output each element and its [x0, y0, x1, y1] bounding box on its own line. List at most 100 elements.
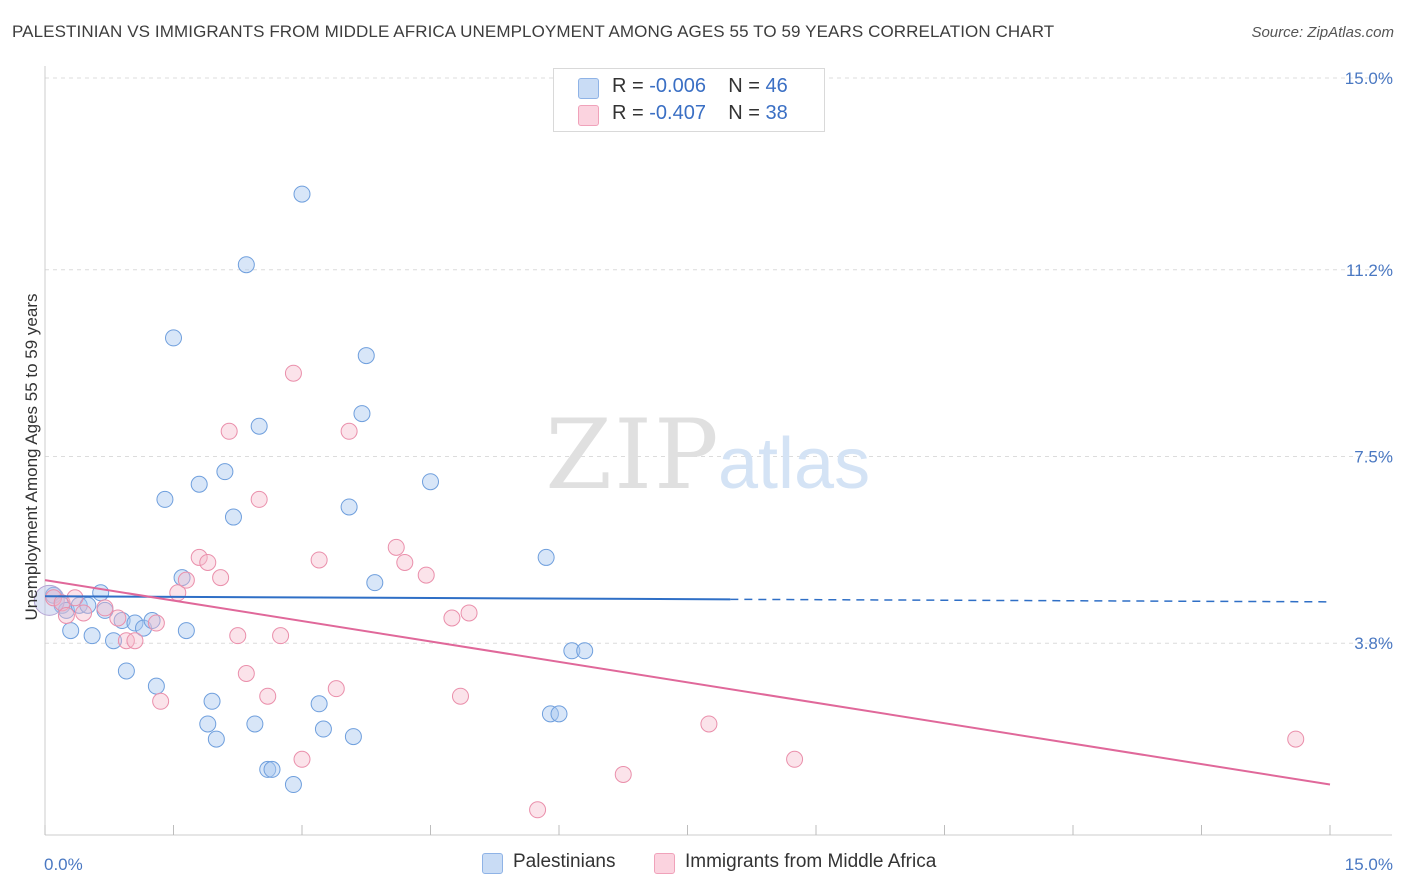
data-point: [117, 662, 135, 680]
data-point: [147, 677, 165, 695]
data-point: [190, 475, 208, 493]
data-point: [417, 566, 435, 584]
trend-line-extension: [730, 598, 1331, 603]
n-value: 38: [765, 102, 788, 124]
data-point: [126, 632, 144, 650]
data-point: [786, 750, 804, 768]
palestinians-swatch: [578, 78, 599, 99]
data-point: [460, 604, 478, 622]
y-tick-label: 3.8%: [1354, 634, 1393, 653]
data-point: [293, 185, 311, 203]
data-point: [147, 614, 165, 632]
data-point: [250, 417, 268, 435]
data-point: [105, 632, 123, 650]
data-point: [529, 801, 547, 819]
data-point: [451, 687, 469, 705]
data-point: [700, 715, 718, 733]
data-point: [259, 760, 277, 778]
data-point: [75, 604, 93, 622]
legend-label: Immigrants from Middle Africa: [685, 851, 937, 872]
legend-label: Palestinians: [513, 851, 616, 872]
y-tick-label: 7.5%: [1354, 448, 1393, 467]
middle-africa-legend-swatch: [654, 853, 675, 874]
data-point: [66, 589, 84, 607]
data-point: [576, 642, 594, 660]
data-point: [246, 715, 264, 733]
grid-lines: [45, 77, 1392, 644]
r-value: -0.006: [649, 75, 706, 97]
data-point: [422, 473, 439, 491]
data-point: [396, 553, 414, 571]
data-point: [156, 490, 174, 508]
data-point: [199, 715, 217, 733]
watermark: ZIP atlas: [545, 399, 870, 511]
data-point: [357, 347, 375, 365]
series-middle-africa: [45, 364, 1305, 819]
x-tick-labels: 0.0% 15.0%: [44, 855, 1393, 874]
y-tick-labels: 3.8% 7.5% 11.2% 15.0%: [1345, 69, 1393, 653]
data-point: [45, 589, 63, 607]
data-point: [109, 609, 127, 627]
source-label: Source: ZipAtlas.com: [1251, 24, 1394, 41]
r-label: R =: [612, 102, 644, 124]
data-point: [443, 609, 461, 627]
data-point: [177, 571, 195, 589]
data-point: [1287, 730, 1305, 748]
data-point: [199, 553, 217, 571]
data-point: [220, 422, 238, 440]
data-point: [340, 498, 358, 516]
data-point: [117, 632, 135, 650]
data-point: [83, 627, 101, 645]
y-axis-title: Unemployment Among Ages 55 to 59 years: [22, 294, 41, 621]
data-point: [284, 364, 302, 382]
data-point: [33, 584, 65, 616]
data-point: [216, 463, 234, 481]
palestinians-legend-swatch: [482, 853, 503, 874]
data-point: [327, 680, 345, 698]
trend-lines: [44, 579, 1331, 786]
watermark-zip: ZIP: [545, 399, 720, 511]
data-point: [284, 776, 302, 794]
data-point: [165, 329, 182, 347]
data-point: [53, 594, 71, 612]
series-points: [33, 185, 1305, 819]
chart-title: PALESTINIAN VS IMMIGRANTS FROM MIDDLE AF…: [12, 22, 1055, 41]
y-tick-label: 15.0%: [1345, 69, 1393, 88]
n-label: N =: [728, 75, 760, 97]
trend-line: [44, 595, 731, 601]
data-point: [57, 606, 75, 624]
data-point: [259, 687, 277, 705]
data-point: [353, 405, 371, 423]
data-point: [224, 508, 242, 526]
data-point: [550, 705, 568, 723]
data-point: [62, 622, 80, 640]
x-tick-label: 0.0%: [44, 855, 83, 874]
series-palestinians: [33, 185, 594, 794]
data-point: [310, 551, 328, 569]
data-point: [387, 538, 405, 556]
data-point: [344, 728, 362, 746]
data-point: [177, 622, 195, 640]
middle-africa-swatch: [578, 105, 599, 126]
data-point: [314, 720, 332, 738]
stats-box: R = -0.006 N = 46 R = -0.407 N = 38: [553, 68, 825, 132]
data-point: [237, 256, 255, 274]
data-point: [96, 599, 114, 617]
data-point: [293, 750, 311, 768]
data-point: [203, 692, 221, 710]
data-point: [537, 548, 555, 566]
data-point: [272, 627, 290, 645]
data-point: [152, 692, 170, 710]
data-point: [126, 614, 144, 632]
n-value: 46: [765, 75, 788, 97]
data-point: [229, 627, 247, 645]
trend-line: [44, 579, 1331, 786]
x-tick-label: 15.0%: [1345, 855, 1393, 874]
data-point: [207, 730, 225, 748]
r-label: R =: [612, 75, 644, 97]
data-point: [614, 765, 632, 783]
data-point: [366, 574, 384, 592]
data-point: [310, 695, 328, 713]
watermark-atlas: atlas: [718, 424, 870, 504]
